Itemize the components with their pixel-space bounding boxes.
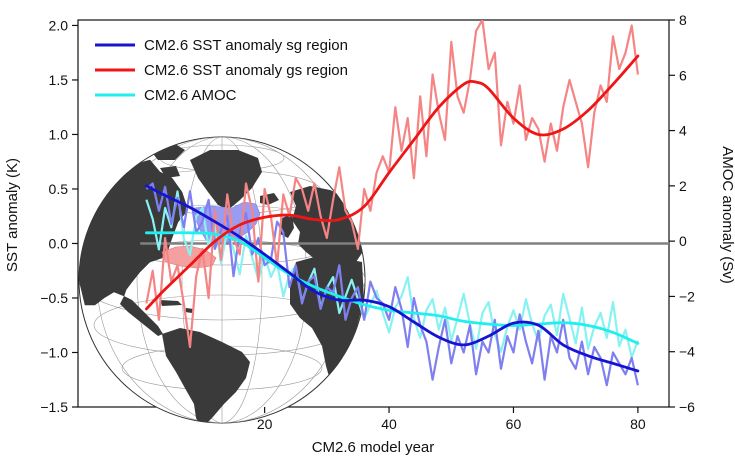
legend-label: CM2.6 SST anomaly gs region	[144, 62, 348, 79]
y-left-tick-label: 2.0	[49, 17, 69, 33]
y-right-tick-label: −6	[679, 399, 695, 415]
x-tick-label: 60	[506, 416, 522, 432]
y-left-tick-label: −0.5	[40, 290, 68, 306]
y-left-tick-label: 0.5	[49, 181, 69, 197]
land-caribbean	[160, 300, 194, 313]
y-right-tick-label: 4	[679, 123, 687, 139]
legend-label: CM2.6 SST anomaly sg region	[144, 37, 348, 54]
x-tick-label: 40	[381, 416, 397, 432]
y-right-tick-label: 8	[679, 12, 687, 28]
land-central-america	[120, 296, 163, 336]
legend-label: CM2.6 AMOC	[144, 87, 237, 104]
plot-frame	[77, 19, 670, 408]
y-left-tick-label: 0.0	[49, 235, 69, 251]
x-tick-label: 80	[630, 416, 646, 432]
y-right-tick-label: −2	[679, 288, 695, 304]
inset-globe-map	[78, 136, 366, 424]
y-right-tick-label: 6	[679, 67, 687, 83]
y-axis-right-label: AMOC anomaly (Sv)	[719, 146, 735, 284]
y-left-tick-label: −1.5	[40, 399, 68, 415]
data-lines	[145, 20, 640, 387]
gs-smooth-line	[145, 54, 640, 311]
x-tick-label: 20	[257, 416, 273, 432]
legend: CM2.6 SST anomaly sg region CM2.6 SST ano…	[95, 37, 348, 104]
gs-raw-line	[145, 20, 639, 349]
sg-smooth-line	[145, 184, 640, 373]
land-south-america	[162, 328, 250, 423]
sg-raw-line	[145, 182, 639, 387]
y-right-tick-label: 0	[679, 233, 687, 249]
y-right-tick-label: 2	[679, 178, 687, 194]
y-right-tick-label: −4	[679, 344, 695, 360]
y-left-tick-label: −1.0	[40, 344, 68, 360]
y-left-tick-label: 1.5	[49, 72, 69, 88]
y-axis-left-label: SST anomaly (K)	[4, 158, 21, 272]
x-axis-label: CM2.6 model year	[312, 439, 435, 456]
axes: 20 40 60 802.01.51.00.50.0−0.5−1.0−1.586420…	[40, 12, 695, 432]
y-left-tick-label: 1.0	[49, 126, 69, 142]
